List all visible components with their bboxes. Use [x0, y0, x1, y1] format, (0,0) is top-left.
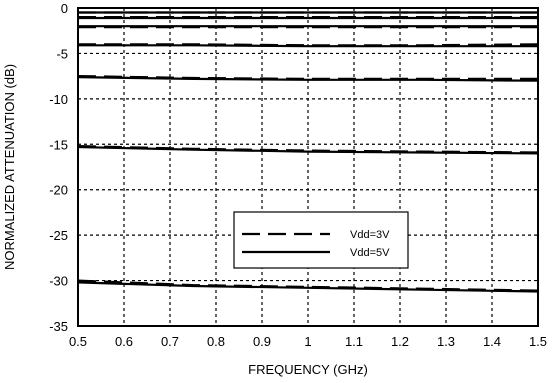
y-tick-label: 0 [61, 1, 68, 16]
x-tick-label: 1.4 [483, 334, 501, 349]
y-tick-label: -5 [56, 46, 68, 61]
y-tick-label: -10 [49, 92, 68, 107]
legend-box [233, 211, 409, 269]
legend: Vdd=3V Vdd=5V [233, 211, 409, 269]
legend-label-vdd3: Vdd=3V [350, 229, 390, 241]
y-tick-label: -35 [49, 319, 68, 334]
x-tick-label: 1.1 [345, 334, 363, 349]
x-tick-label: 1.5 [529, 334, 547, 349]
series-lines [77, 11, 539, 293]
grid [78, 8, 538, 326]
y-axis-label: NORMALIZED ATTENUATION (dB) [2, 64, 17, 270]
y-tick-labels: 0 -5 -10 -15 -20 -25 -30 -35 [49, 1, 68, 334]
y-tick-label: -25 [49, 228, 68, 243]
x-tick-label: 0.9 [253, 334, 271, 349]
x-tick-label: 1 [304, 334, 311, 349]
x-tick-label: 0.7 [161, 334, 179, 349]
series-line-vdd5 [77, 76, 539, 82]
y-tick-label: -15 [49, 137, 68, 152]
y-tick-label: -20 [49, 183, 68, 198]
series-line-vdd5 [77, 145, 539, 155]
x-tick-label: 0.8 [207, 334, 225, 349]
x-tick-label: 1.3 [437, 334, 455, 349]
series-line-vdd5 [78, 44, 538, 48]
y-tick-label: -30 [49, 274, 68, 289]
x-tick-labels: 0.5 0.6 0.7 0.8 0.9 1 1.1 1.2 1.3 1.4 1.5 [69, 334, 547, 349]
plot-frame [77, 7, 539, 327]
x-tick-label: 0.5 [69, 334, 87, 349]
series-line-vdd5 [77, 281, 539, 293]
x-tick-label: 0.6 [115, 334, 133, 349]
x-tick-label: 1.2 [391, 334, 409, 349]
x-axis-label: FREQUENCY (GHz) [248, 362, 368, 377]
legend-label-vdd5: Vdd=5V [350, 247, 390, 259]
